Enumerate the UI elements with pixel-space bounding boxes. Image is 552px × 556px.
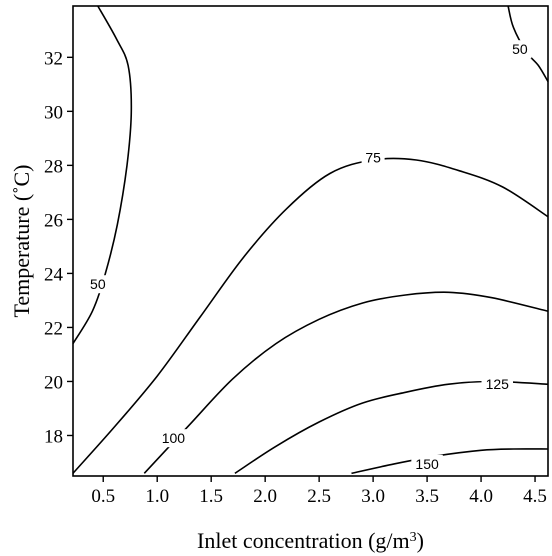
contour-label: 125 <box>486 376 510 392</box>
contour-label: 50 <box>90 276 106 292</box>
contour-label: 150 <box>415 456 439 472</box>
contour-label: 50 <box>512 41 528 57</box>
contour-line-75 <box>72 157 549 474</box>
x-tick-label: 3.0 <box>361 486 385 507</box>
x-tick-label: 2.5 <box>307 486 331 507</box>
y-axis-label: Temperature (˚C) <box>9 165 34 318</box>
y-tick-label: 26 <box>44 210 63 231</box>
contour-label-background <box>411 454 443 473</box>
contour-label: 100 <box>162 430 186 446</box>
contour-line-125 <box>234 380 549 474</box>
x-tick-label: 1.0 <box>145 486 169 507</box>
contour-labels: 50 50 75 100 125 150 <box>86 40 532 473</box>
contour-label-background <box>157 429 190 448</box>
x-axis-label-superscript: 3 <box>410 530 417 545</box>
contour-lines <box>72 5 549 475</box>
y-tick-label: 32 <box>44 48 63 69</box>
y-tick-label: 18 <box>44 426 63 447</box>
y-tick-label: 22 <box>44 318 63 339</box>
plot-frame <box>72 5 549 477</box>
x-tick-label: 4.5 <box>523 486 547 507</box>
contour-line-50 <box>72 5 133 345</box>
x-tick-label: 0.5 <box>91 486 115 507</box>
contour-label-background <box>481 375 514 394</box>
x-axis-label-main: Inlet concentration (g/m <box>197 528 410 553</box>
x-tick-label: 1.5 <box>199 486 223 507</box>
contour-line-150 <box>351 448 549 475</box>
x-axis-label-end: ) <box>417 528 424 553</box>
x-tick-label: 2.0 <box>253 486 277 507</box>
x-axis-ticks: 0.5 1.0 1.5 2.0 2.5 3.0 3.5 4.0 4.5 <box>91 476 547 507</box>
x-tick-label: 3.5 <box>415 486 439 507</box>
contour-line-100 <box>143 291 549 474</box>
y-axis-ticks: 18 20 22 24 26 28 30 32 <box>44 48 73 447</box>
y-tick-label: 30 <box>44 102 63 123</box>
x-tick-label: 4.0 <box>469 486 493 507</box>
x-axis-label: Inlet concentration (g/m3) <box>197 528 424 553</box>
y-tick-label: 20 <box>44 372 63 393</box>
contour-label-background <box>508 40 532 59</box>
contour-label: 75 <box>365 149 381 165</box>
y-tick-label: 28 <box>44 156 63 177</box>
contour-label-background <box>86 275 110 294</box>
y-tick-label: 24 <box>44 264 64 285</box>
contour-label-background <box>361 148 385 167</box>
